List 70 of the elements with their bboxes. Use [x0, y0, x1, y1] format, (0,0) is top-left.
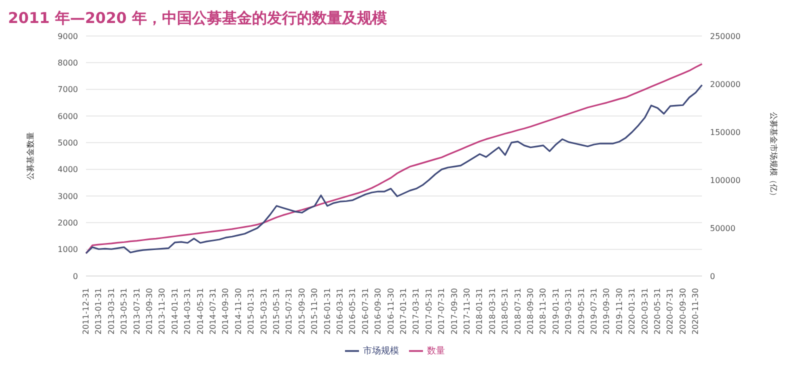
x-tick-label: 2013-05-31 [120, 288, 129, 334]
x-tick-label: 2016-09-30 [374, 288, 383, 334]
y-tick-label: 3000 [58, 192, 78, 201]
x-tick-label: 2015-11-30 [310, 288, 320, 334]
y-tick-label: 9000 [58, 32, 78, 41]
y-tick-label: 4000 [58, 165, 78, 174]
x-tick-label: 2019-11-30 [614, 288, 624, 334]
y-tick-label: 6000 [58, 112, 78, 121]
y2-tick-label: 150000 [710, 128, 741, 137]
y2-tick-label: 50000 [710, 224, 736, 233]
x-tick-label: 2015-05-31 [272, 288, 282, 334]
y2-tick-label: 250000 [710, 32, 741, 41]
chart-title: 2011 年—2020 年，中国公募基金的发行的数量及规模 [8, 8, 388, 28]
x-tick-label: 2011-12-31 [82, 288, 90, 334]
x-tick-label: 2016-01-31 [322, 288, 332, 334]
x-tick-label: 2014-01-31 [170, 288, 180, 334]
y-tick-label: 1000 [58, 245, 78, 254]
x-tick-label: 2018-03-31 [488, 288, 497, 334]
y-axis-title: 公募基金数量 [26, 132, 35, 180]
x-tick-label: 2016-03-31 [336, 288, 345, 334]
x-tick-label: 2020-03-31 [640, 288, 650, 334]
x-tick-label: 2013-01-31 [94, 288, 104, 334]
x-tick-label: 2016-07-31 [360, 288, 370, 334]
y-tick-label: 2000 [58, 218, 78, 228]
x-tick-label: 2019-05-31 [576, 288, 586, 334]
x-tick-label: 2019-03-31 [564, 288, 574, 334]
y-tick-label: 7000 [58, 85, 78, 94]
legend-label: 市场规模 [363, 346, 399, 356]
y2-tick-label: 0 [710, 272, 716, 281]
x-tick-label: 2017-09-30 [450, 288, 459, 334]
x-tick-label: 2018-11-30 [538, 288, 548, 334]
x-tick-label: 2014-11-30 [234, 288, 243, 334]
x-tick-label: 2014-05-31 [196, 288, 205, 334]
x-tick-label: 2018-05-31 [500, 288, 510, 334]
legend-label: 数量 [427, 346, 445, 356]
x-tick-label: 2019-09-30 [602, 288, 612, 334]
x-tick-label: 2018-01-31 [475, 288, 484, 334]
y2-tick-label: 200000 [710, 80, 741, 89]
x-tick-label: 2018-07-31 [513, 288, 522, 334]
x-tick-label: 2018-09-30 [526, 288, 536, 334]
y-tick-label: 0 [72, 272, 78, 281]
x-tick-label: 2013-03-31 [106, 288, 116, 334]
x-tick-label: 2019-01-31 [551, 288, 560, 334]
x-tick-label: 2017-03-31 [412, 288, 421, 334]
x-tick-label: 2014-03-31 [183, 288, 192, 334]
x-tick-label: 2015-03-31 [259, 288, 268, 334]
x-tick-label: 2013-09-30 [145, 288, 154, 334]
x-tick-label: 2017-05-31 [424, 288, 434, 334]
x-tick-label: 2017-11-30 [462, 288, 472, 334]
x-tick-label: 2016-05-31 [348, 288, 358, 334]
y2-tick-label: 100000 [710, 176, 741, 185]
x-tick-label: 2020-11-30 [691, 288, 700, 334]
x-tick-label: 2016-11-30 [386, 288, 396, 334]
y-tick-label: 5000 [58, 138, 78, 148]
y-tick-label: 8000 [58, 58, 78, 68]
x-tick-label: 2020-05-31 [653, 288, 662, 334]
x-tick-label: 2014-07-31 [208, 288, 218, 334]
x-tick-label: 2020-07-31 [666, 288, 675, 334]
y2-axis-title: 公募基金市场规模（亿） [769, 112, 778, 200]
x-tick-label: 2015-01-31 [246, 288, 256, 334]
x-tick-label: 2017-01-31 [399, 288, 408, 334]
x-tick-label: 2020-01-31 [628, 288, 637, 334]
x-tick-label: 2014-09-30 [221, 288, 230, 334]
x-tick-label: 2019-07-31 [590, 288, 599, 334]
x-tick-label: 2020-09-30 [678, 288, 688, 334]
x-tick-label: 2015-07-31 [284, 288, 294, 334]
x-tick-label: 2013-07-31 [132, 288, 142, 334]
x-tick-label: 2017-07-31 [437, 288, 446, 334]
x-tick-label: 2015-09-30 [297, 288, 306, 334]
x-tick-label: 2013-11-30 [158, 288, 167, 334]
